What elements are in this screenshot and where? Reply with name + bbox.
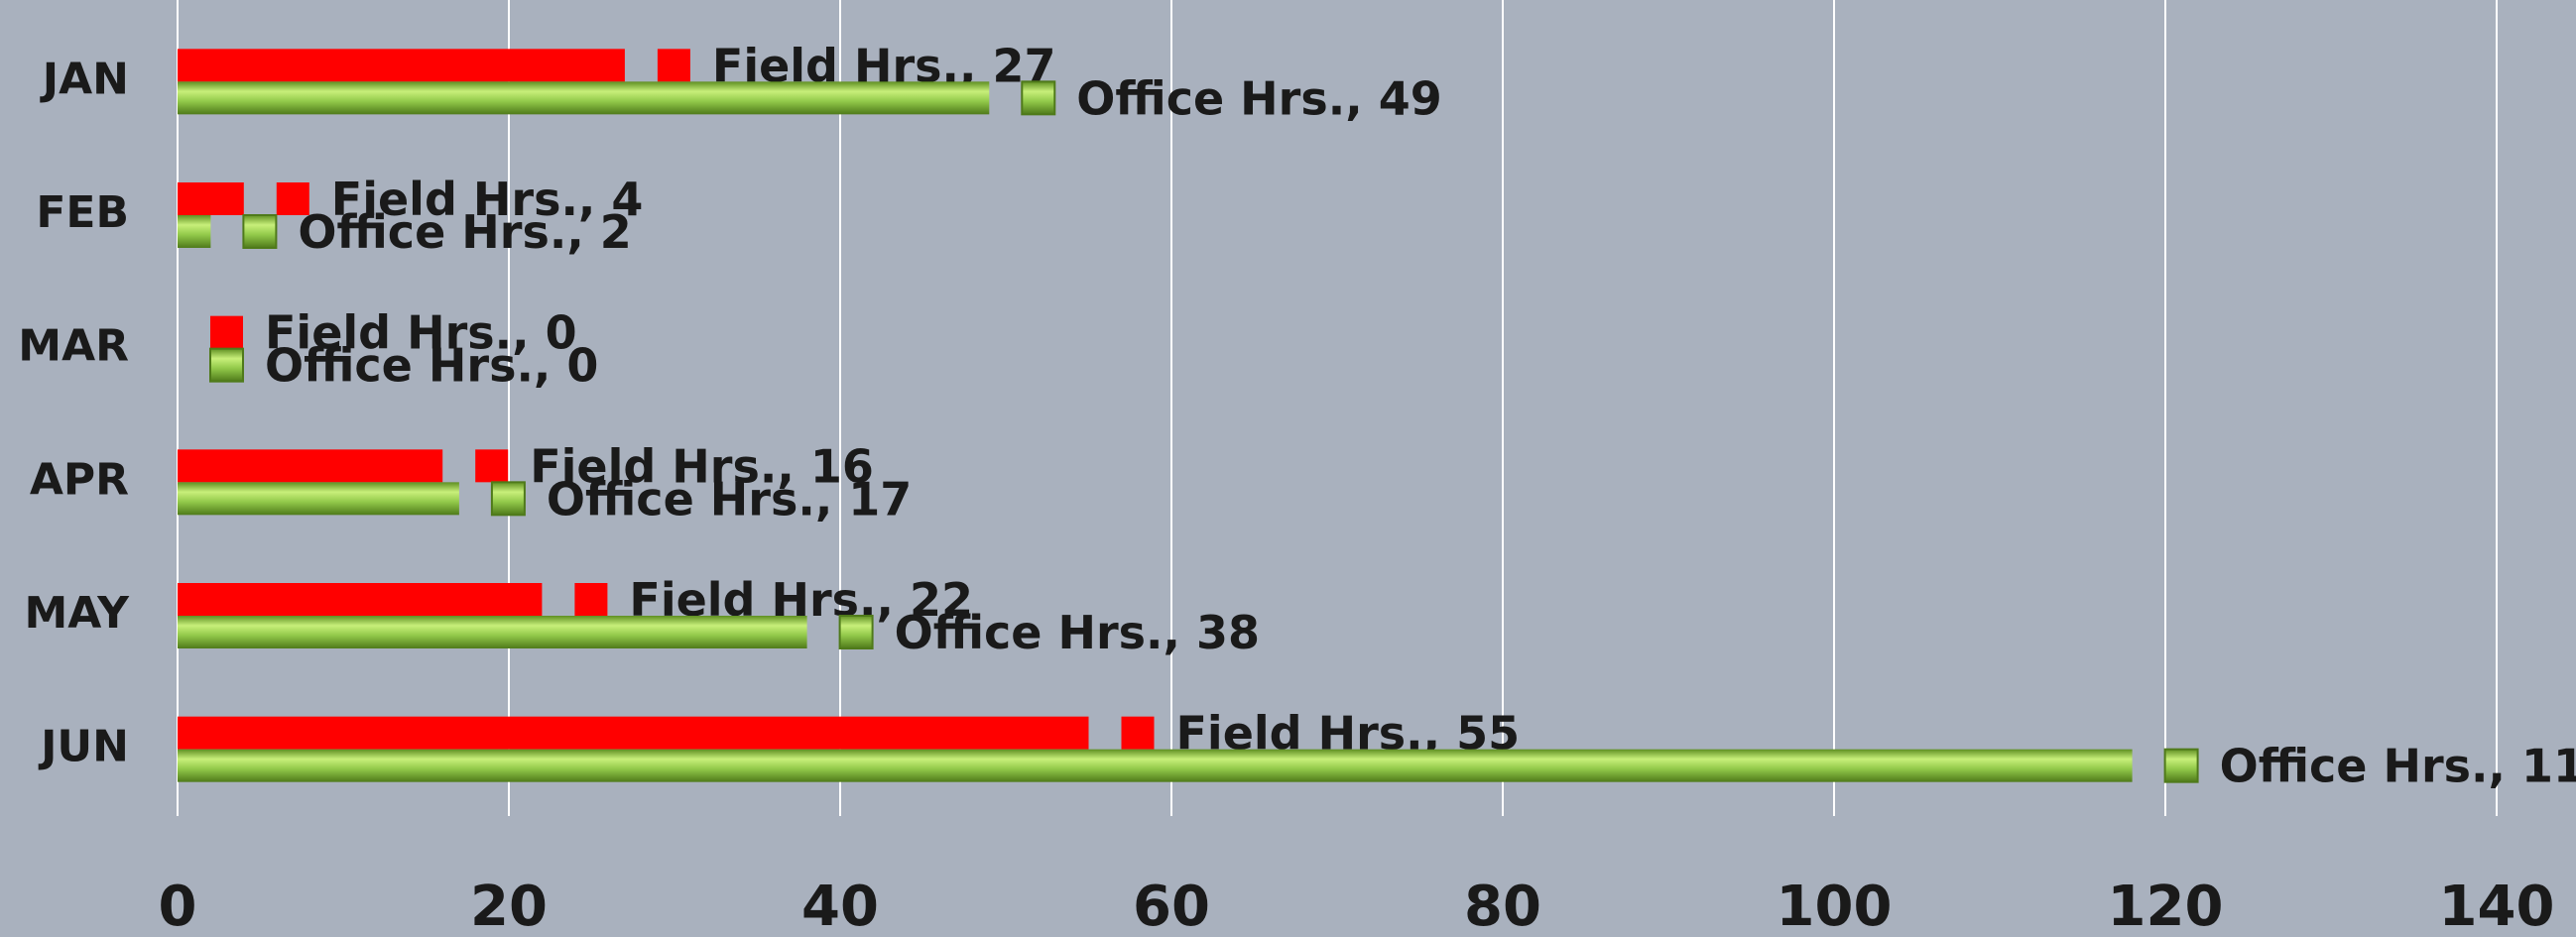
legend-key [209,347,244,383]
bar [178,749,2133,782]
bar [178,49,625,82]
category-label: MAY [25,588,131,639]
bar [178,449,443,483]
legend-key [242,214,278,249]
bar [178,81,990,115]
legend-key [657,49,690,82]
legend-key [1021,80,1056,116]
data-label: Field Hrs., 4 [331,173,644,226]
bar [178,215,211,248]
category-label: JAN [40,54,129,104]
x-tick-label: 0 [159,875,197,937]
x-tick-label: 20 [470,875,548,937]
x-tick-label: 120 [2108,875,2224,937]
data-label: Office Hrs., 38 [895,606,1260,659]
legend-key [2163,748,2199,783]
legend-key [475,449,509,483]
bar [178,716,1089,750]
x-tick-label: 80 [1464,875,1541,937]
bar [178,616,807,648]
x-tick-label: 60 [1133,875,1210,937]
legend-key [276,182,309,215]
category-label: MAR [18,321,129,372]
category-label: FEB [36,187,129,238]
legend-key [838,615,874,649]
legend-key [210,315,243,349]
data-label: Office Hrs., 118 [2220,740,2576,793]
data-label: Office Hrs., 17 [547,472,912,526]
data-label: Field Hrs., 0 [265,306,577,360]
category-label: APR [30,454,129,505]
x-tick-label: 140 [2439,875,2555,937]
bar [178,482,459,516]
data-label: Office Hrs., 49 [1076,71,1441,125]
data-label: Field Hrs., 16 [530,439,874,493]
legend-key [490,481,526,517]
x-tick-label: 100 [1777,875,1893,937]
x-tick-label: 40 [801,875,879,937]
bar [178,182,244,215]
category-label: JUN [38,722,129,772]
bar [178,583,543,616]
legend-key [1121,716,1155,750]
legend-key [574,583,608,616]
data-label: Office Hrs., 0 [265,339,598,393]
data-label: Office Hrs., 2 [298,205,631,259]
